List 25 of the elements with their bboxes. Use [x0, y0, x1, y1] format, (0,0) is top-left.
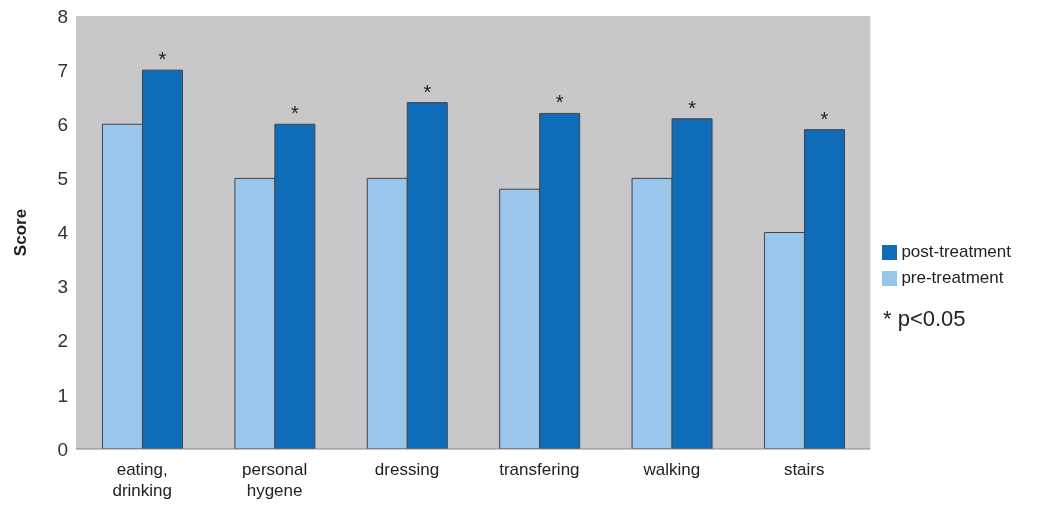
y-tick-label: 1 — [57, 384, 68, 406]
annotation: * — [820, 107, 829, 130]
y-tick-label: 7 — [57, 59, 68, 81]
y-axis-title: Score — [11, 208, 31, 257]
y-tick-label: 6 — [57, 114, 68, 135]
x-tick-label: walking — [642, 460, 701, 479]
annotation: * — [290, 102, 299, 125]
x-tick-label: stairs — [783, 460, 825, 479]
x-tick-label: personal hygene — [241, 460, 308, 500]
y-tick-label: 3 — [57, 276, 68, 298]
x-tick-label: transfering — [499, 460, 580, 479]
annotation: * — [555, 91, 564, 114]
annotation: * — [423, 80, 432, 103]
y-tick-label: 5 — [57, 168, 68, 190]
annotation: * — [688, 96, 697, 119]
annotation: * — [158, 48, 167, 71]
y-tick-label: 2 — [57, 330, 68, 352]
x-tick-label: dressing — [374, 460, 440, 479]
legend-label: post-treatment — [901, 241, 1011, 261]
text: * p<0.05 — [883, 306, 966, 332]
y-tick-label: 0 — [57, 438, 68, 460]
x-tick-label: eating, drinking — [112, 460, 172, 500]
y-tick-label: 8 — [57, 5, 68, 27]
legend-label: pre-treatment — [901, 267, 1004, 287]
y-tick-label: 4 — [57, 222, 69, 244]
